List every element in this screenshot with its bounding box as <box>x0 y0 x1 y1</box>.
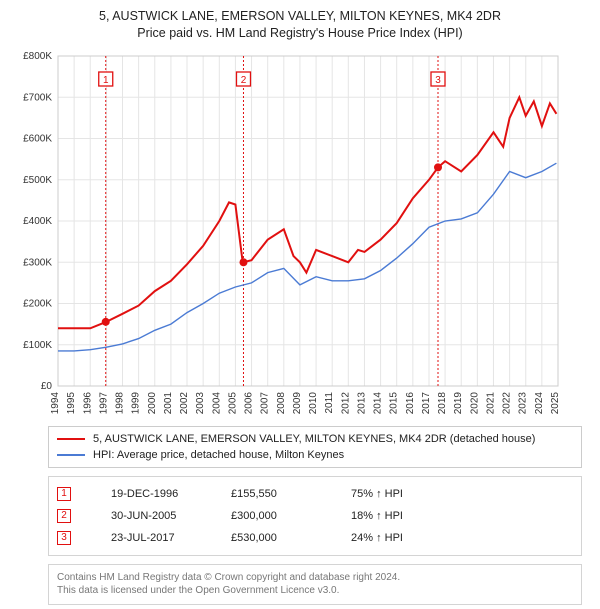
svg-text:£100K: £100K <box>23 340 52 351</box>
sale-marker-2: 2 <box>57 509 71 523</box>
svg-text:2013: 2013 <box>356 391 367 414</box>
legend-swatch-property <box>57 438 85 440</box>
sale-price: £155,550 <box>231 488 351 500</box>
table-row: 3 23-JUL-2017 £530,000 24% ↑ HPI <box>57 527 573 549</box>
sale-hpi: 75% ↑ HPI <box>351 488 451 500</box>
svg-text:1994: 1994 <box>50 391 61 414</box>
svg-text:£0: £0 <box>41 381 53 392</box>
svg-text:2003: 2003 <box>195 391 206 414</box>
svg-text:2019: 2019 <box>453 391 464 414</box>
svg-text:2001: 2001 <box>163 391 174 414</box>
svg-text:2002: 2002 <box>179 391 190 414</box>
svg-text:2007: 2007 <box>260 391 271 414</box>
svg-text:1999: 1999 <box>131 391 142 414</box>
svg-text:2025: 2025 <box>550 391 561 414</box>
svg-text:£800K: £800K <box>23 51 52 62</box>
legend-label-property: 5, AUSTWICK LANE, EMERSON VALLEY, MILTON… <box>93 433 535 445</box>
svg-text:3: 3 <box>435 75 441 86</box>
sale-date: 19-DEC-1996 <box>111 488 231 500</box>
svg-text:£300K: £300K <box>23 257 52 268</box>
svg-text:£500K: £500K <box>23 175 52 186</box>
sales-table: 1 19-DEC-1996 £155,550 75% ↑ HPI 2 30-JU… <box>48 476 582 556</box>
svg-text:£700K: £700K <box>23 92 52 103</box>
attribution: Contains HM Land Registry data © Crown c… <box>48 564 582 605</box>
sale-date: 23-JUL-2017 <box>111 532 231 544</box>
attribution-line1: Contains HM Land Registry data © Crown c… <box>57 571 573 585</box>
attribution-line2: This data is licensed under the Open Gov… <box>57 584 573 598</box>
svg-text:1996: 1996 <box>82 391 93 414</box>
sale-price: £530,000 <box>231 532 351 544</box>
svg-text:2008: 2008 <box>276 391 287 414</box>
svg-text:2017: 2017 <box>421 391 432 414</box>
svg-text:2024: 2024 <box>534 391 545 414</box>
sale-hpi: 18% ↑ HPI <box>351 510 451 522</box>
sale-date: 30-JUN-2005 <box>111 510 231 522</box>
svg-text:2: 2 <box>241 75 247 86</box>
svg-text:2004: 2004 <box>211 391 222 414</box>
svg-text:2005: 2005 <box>227 391 238 414</box>
svg-text:1997: 1997 <box>98 391 109 414</box>
svg-text:1: 1 <box>103 75 109 86</box>
sale-marker-3: 3 <box>57 531 71 545</box>
svg-text:2023: 2023 <box>518 391 529 414</box>
svg-text:2010: 2010 <box>308 391 319 414</box>
sale-price: £300,000 <box>231 510 351 522</box>
svg-text:£200K: £200K <box>23 298 52 309</box>
svg-text:1998: 1998 <box>115 391 126 414</box>
chart-title: 5, AUSTWICK LANE, EMERSON VALLEY, MILTON… <box>8 8 592 42</box>
price-chart: £0 £100K £200K £300K £400K £500K £600K £700K £80… <box>8 48 568 418</box>
svg-text:£400K: £400K <box>23 216 52 227</box>
svg-text:2009: 2009 <box>292 391 303 414</box>
title-address: 5, AUSTWICK LANE, EMERSON VALLEY, MILTON… <box>8 8 592 25</box>
legend-label-hpi: HPI: Average price, detached house, Milt… <box>93 449 344 461</box>
svg-text:£600K: £600K <box>23 133 52 144</box>
svg-text:2015: 2015 <box>389 391 400 414</box>
legend: 5, AUSTWICK LANE, EMERSON VALLEY, MILTON… <box>48 426 582 468</box>
legend-item-property: 5, AUSTWICK LANE, EMERSON VALLEY, MILTON… <box>57 431 573 447</box>
svg-text:1995: 1995 <box>66 391 77 414</box>
table-row: 2 30-JUN-2005 £300,000 18% ↑ HPI <box>57 505 573 527</box>
svg-text:2006: 2006 <box>244 391 255 414</box>
svg-text:2020: 2020 <box>469 391 480 414</box>
svg-text:2000: 2000 <box>147 391 158 414</box>
sale-hpi: 24% ↑ HPI <box>351 532 451 544</box>
svg-text:2018: 2018 <box>437 391 448 414</box>
svg-text:2011: 2011 <box>324 391 335 413</box>
svg-text:2022: 2022 <box>502 391 513 414</box>
svg-text:2016: 2016 <box>405 391 416 414</box>
svg-text:2014: 2014 <box>373 391 384 414</box>
title-subtitle: Price paid vs. HM Land Registry's House … <box>8 25 592 42</box>
legend-item-hpi: HPI: Average price, detached house, Milt… <box>57 447 573 463</box>
svg-text:2021: 2021 <box>485 391 496 414</box>
sale-marker-1: 1 <box>57 487 71 501</box>
legend-swatch-hpi <box>57 454 85 456</box>
table-row: 1 19-DEC-1996 £155,550 75% ↑ HPI <box>57 483 573 505</box>
svg-text:2012: 2012 <box>340 391 351 414</box>
